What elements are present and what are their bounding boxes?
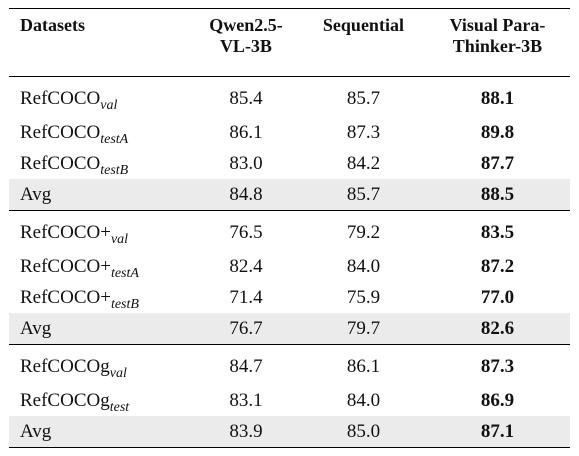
value-cell: 87.7	[480, 152, 515, 174]
dataset-name: RefCOCO+	[20, 286, 111, 308]
value-cell: 88.1	[424, 76, 570, 117]
row-label: RefCOCOtestB	[9, 148, 190, 179]
table-row: RefCOCOgtest 83.1 84.0 86.9	[9, 385, 570, 416]
header-cell: Datasets	[9, 8, 190, 77]
value-cell: 87.1	[424, 416, 570, 448]
table-row: RefCOCOval 85.4 85.7 88.1	[9, 76, 570, 117]
table-row: RefCOCO+testA 82.4 84.0 87.2	[9, 251, 570, 282]
dataset-split: testB	[100, 162, 129, 178]
dataset-name: RefCOCO	[20, 121, 101, 143]
value-cell: 76.7	[190, 313, 302, 345]
table-body: RefCOCOval 85.4 85.7 88.1 RefCOCOtestA 86.1 87…	[9, 76, 570, 448]
value-cell: 83.0	[229, 152, 263, 174]
dataset-name: RefCOCO+	[20, 255, 111, 277]
header-text: Datasets	[20, 15, 85, 35]
table-row: RefCOCOtestB 83.0 84.2 87.7	[9, 148, 570, 179]
table-row: RefCOCO+testB 71.4 75.9 77.0	[9, 282, 570, 313]
value-cell: 86.1	[229, 121, 263, 143]
value-cell: 83.9	[190, 416, 302, 448]
table-row: Avg 76.7 79.7 82.6	[9, 313, 570, 345]
dataset-name: Avg	[20, 183, 52, 205]
value-cell: 84.2	[346, 152, 381, 174]
value-cell: 82.4	[229, 255, 263, 277]
value-cell: 88.5	[424, 179, 570, 211]
value-cell: 86.9	[480, 389, 515, 411]
value-cell: 85.7	[301, 76, 425, 117]
header-text: Thinker-3B	[452, 36, 543, 56]
value-cell: 83.5	[424, 210, 570, 251]
table-row: RefCOCOgval 84.7 86.1 87.3	[9, 344, 570, 385]
value-cell: 71.4	[229, 286, 263, 308]
value-cell: 79.7	[301, 313, 425, 345]
row-label: RefCOCOval	[9, 76, 190, 117]
table-row: Avg 84.8 85.7 88.5	[9, 179, 570, 211]
row-label: Avg	[9, 179, 190, 211]
header-text: Qwen2.5-	[209, 15, 283, 35]
dataset-split: val	[110, 232, 129, 247]
value-cell: 89.8	[480, 121, 515, 143]
value-cell: 87.3	[346, 121, 381, 143]
row-label: RefCOCO+testB	[9, 282, 190, 313]
value-cell: 84.7	[190, 344, 302, 385]
row-label: RefCOCOgval	[9, 344, 190, 385]
dataset-split: val	[100, 98, 118, 113]
dataset-split: testA	[100, 131, 129, 147]
header-cell: Sequential	[301, 8, 425, 77]
dataset-name: Avg	[20, 317, 52, 339]
row-label: Avg	[9, 313, 190, 345]
results-table: Datasets Qwen2.5- VL-3B Sequential Visual Pa…	[9, 8, 570, 448]
dataset-name: RefCOCO+	[20, 222, 111, 243]
dataset-split: test	[109, 399, 130, 415]
row-label: RefCOCO+val	[9, 210, 190, 251]
value-cell: 84.0	[346, 389, 381, 411]
value-cell: 85.4	[190, 76, 302, 117]
dataset-name: RefCOCOg	[20, 389, 110, 411]
dataset-name: RefCOCO	[20, 152, 101, 174]
table-row: Avg 83.9 85.0 87.1	[9, 416, 570, 448]
value-cell: 77.0	[480, 286, 515, 308]
value-cell: 82.6	[424, 313, 570, 345]
dataset-split: testB	[110, 296, 139, 312]
header-text: Sequential	[322, 15, 404, 35]
value-cell: 84.8	[190, 179, 302, 211]
value-cell: 87.3	[424, 344, 570, 385]
value-cell: 75.9	[346, 286, 381, 308]
header-text: Visual Para-	[449, 15, 546, 35]
value-cell: 84.0	[346, 255, 381, 277]
table-row: RefCOCO+val 76.5 79.2 83.5	[9, 210, 570, 251]
dataset-name: RefCOCOg	[20, 356, 110, 377]
header-cell: Qwen2.5- VL-3B	[190, 8, 302, 77]
header-text: VL-3B	[219, 36, 272, 56]
value-cell: 79.2	[301, 210, 425, 251]
dataset-split: val	[109, 366, 127, 381]
dataset-split: testA	[110, 265, 139, 281]
value-cell: 87.2	[480, 255, 515, 277]
table-row: RefCOCOtestA 86.1 87.3 89.8	[9, 117, 570, 148]
row-label: RefCOCOtestA	[9, 117, 190, 148]
value-cell: 85.0	[301, 416, 425, 448]
value-cell: 76.5	[190, 210, 302, 251]
dataset-name: RefCOCO	[20, 88, 101, 109]
row-label: RefCOCOgtest	[9, 385, 190, 416]
value-cell: 86.1	[301, 344, 425, 385]
row-label: Avg	[9, 416, 190, 448]
value-cell: 83.1	[229, 389, 263, 411]
value-cell: 85.7	[301, 179, 425, 211]
row-label: RefCOCO+testA	[9, 251, 190, 282]
header-cell: Visual Para- Thinker-3B	[424, 8, 570, 77]
header-row: Datasets Qwen2.5- VL-3B Sequential Visual Pa…	[9, 8, 570, 77]
dataset-name: Avg	[20, 420, 52, 442]
